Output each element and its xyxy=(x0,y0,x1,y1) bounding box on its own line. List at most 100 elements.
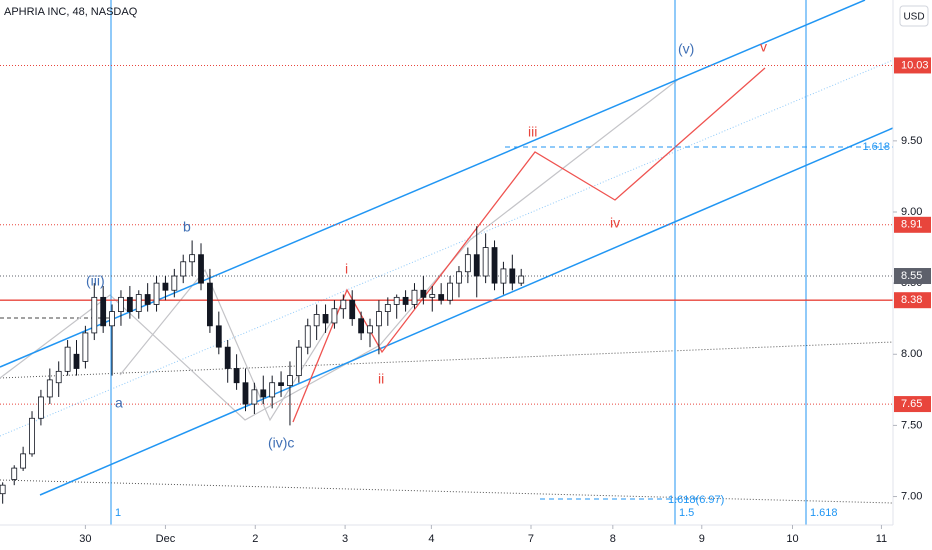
candle-body xyxy=(171,275,178,291)
candle-body xyxy=(64,346,71,372)
wave-label: iii xyxy=(528,124,537,140)
channel-lower xyxy=(39,127,894,496)
candle-body xyxy=(313,314,320,327)
currency: USD xyxy=(903,12,924,23)
candle-body xyxy=(11,467,18,480)
x-tick-label: 7 xyxy=(528,533,534,545)
candle-body xyxy=(251,389,258,405)
candle-body xyxy=(402,296,409,305)
y-tick-label: 7.50 xyxy=(901,419,922,431)
x-tick-label: 30 xyxy=(79,533,91,545)
fib-label: 1.618(6.97) xyxy=(668,494,724,506)
candle-body xyxy=(349,299,356,320)
time-axis xyxy=(0,525,893,550)
wave-label: (iv)c xyxy=(268,435,294,451)
y-tick-label: 7.00 xyxy=(901,490,922,502)
candle-body xyxy=(509,268,516,284)
candle-body xyxy=(295,346,302,377)
candle-body xyxy=(180,261,187,277)
chart-title: APHRIA INC, 48, NASDAQ xyxy=(4,6,138,18)
candle-body xyxy=(189,254,196,263)
candle-body xyxy=(109,311,115,327)
wave-path-red xyxy=(292,67,766,423)
candle-body xyxy=(91,296,98,334)
price-level-label: 8.55 xyxy=(901,270,922,282)
drawings xyxy=(0,0,894,525)
candle-body xyxy=(207,282,213,327)
candle-body xyxy=(367,325,373,334)
x-tick-label: 11 xyxy=(876,533,887,545)
price-level-box xyxy=(894,292,931,309)
fib-label: 1.618 xyxy=(862,141,890,153)
price-level-label: 10.03 xyxy=(901,59,929,71)
candle-body xyxy=(287,375,293,386)
candle-body xyxy=(162,282,169,291)
x-tick-label: 9 xyxy=(699,533,705,545)
fib-label: 1.618 xyxy=(810,507,838,519)
candle-body xyxy=(0,484,6,495)
candle-body xyxy=(278,382,284,386)
candle-body xyxy=(20,453,27,469)
price-level-box xyxy=(894,216,931,233)
price-level-label: 8.91 xyxy=(901,219,922,231)
candle-body xyxy=(438,294,445,301)
channel-mid xyxy=(0,59,894,437)
wave-label: iv xyxy=(610,215,620,231)
candle-body xyxy=(38,396,44,419)
candle-body xyxy=(233,368,240,384)
candle-body xyxy=(126,296,133,312)
candle-body xyxy=(269,382,276,398)
wave-path-gray xyxy=(119,268,346,422)
wave-label: b xyxy=(183,219,191,235)
candle-body xyxy=(500,268,507,284)
candle-body xyxy=(55,370,62,384)
wave-label: (iii) xyxy=(86,273,105,289)
price-level-box xyxy=(894,396,931,413)
price-level-label: 7.65 xyxy=(901,398,922,410)
axes: 7.007.508.008.509.009.5030Dec23478910111… xyxy=(79,57,931,545)
candle-body xyxy=(482,247,489,277)
candle-body xyxy=(376,311,382,327)
candle-body xyxy=(384,304,391,312)
y-tick-label: 8.00 xyxy=(901,348,922,360)
candle-body xyxy=(518,275,525,284)
trend-line xyxy=(0,479,894,504)
candle-body xyxy=(100,296,107,327)
candle-body xyxy=(73,353,80,369)
candle-body xyxy=(331,308,338,324)
candles xyxy=(0,226,525,504)
candle-body xyxy=(46,379,53,398)
candle-body xyxy=(242,382,249,405)
candle-body xyxy=(29,417,35,455)
candle-body xyxy=(473,254,480,277)
fib-label: 1.5 xyxy=(679,507,694,519)
candle-body xyxy=(420,289,427,298)
price-level-label: 8.38 xyxy=(901,294,922,306)
candle-body xyxy=(393,296,400,305)
x-tick-label: Dec xyxy=(156,533,176,545)
candle-body xyxy=(118,296,124,312)
wave-label: ii xyxy=(378,371,384,387)
candle-body xyxy=(260,389,267,398)
candle-body xyxy=(464,254,471,273)
candle-body xyxy=(198,254,204,284)
y-tick-label: 9.00 xyxy=(901,206,922,218)
price-level-box xyxy=(894,268,931,285)
candle-body xyxy=(322,314,329,324)
candle-body xyxy=(215,325,222,348)
candle-body xyxy=(456,271,462,284)
x-tick-label: 3 xyxy=(342,533,348,545)
candle-body xyxy=(358,318,365,334)
candle-body xyxy=(447,282,453,301)
x-tick-label: 4 xyxy=(428,533,434,545)
candle-body xyxy=(144,294,151,305)
x-tick-label: 2 xyxy=(252,533,258,545)
fib-label: 1 xyxy=(115,507,121,519)
candle-body xyxy=(153,282,160,305)
channel-upper xyxy=(0,0,866,368)
annotations: (iii) a b (iv)c i ii iii iv v (v) 1 1.5 … xyxy=(86,39,890,519)
wave-label: a xyxy=(115,395,123,411)
x-tick-label: 10 xyxy=(786,533,798,545)
